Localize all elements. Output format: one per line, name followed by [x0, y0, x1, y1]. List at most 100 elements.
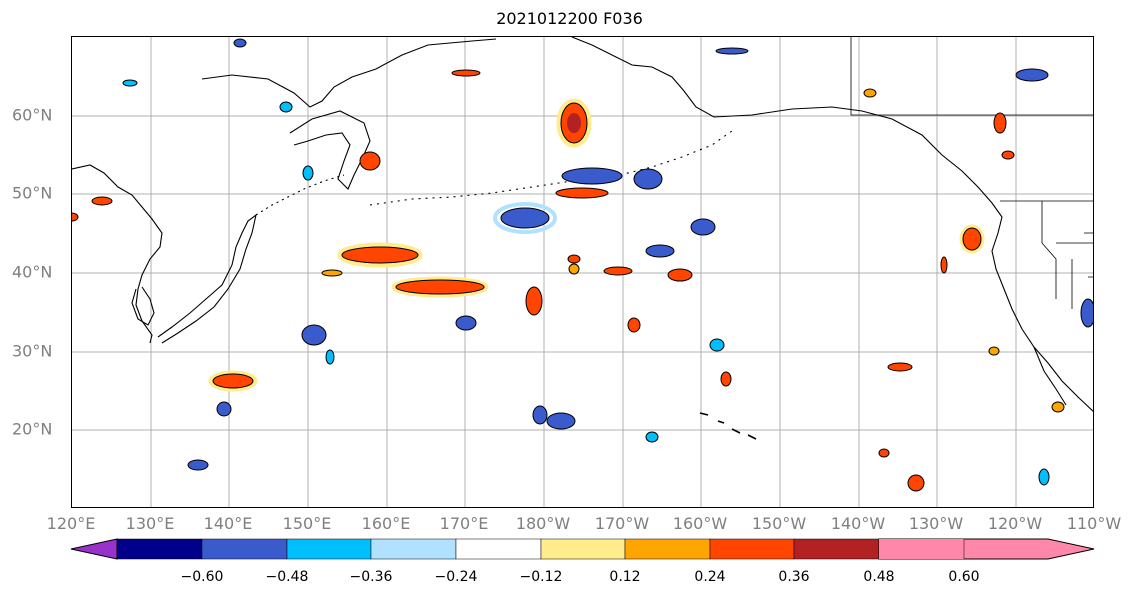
colorbar-tick-label: 0.48 [863, 569, 895, 585]
positive-anomaly-blob [1051, 401, 1065, 413]
positive-anomaly-blob [667, 268, 693, 282]
gulf-of-california [1033, 346, 1067, 406]
lon-label: 150°W [751, 514, 807, 533]
map-canvas [72, 37, 1093, 507]
negative-anomaly-blob [233, 38, 247, 48]
positive-anomaly-blob [603, 266, 633, 276]
positive-anomaly-blob [556, 98, 592, 148]
negative-anomaly-blob [216, 401, 232, 417]
negative-anomaly-blob [645, 244, 675, 258]
positive-anomaly-blob [555, 187, 609, 199]
lon-label: 110°W [1066, 514, 1122, 533]
positive-anomaly-blob [627, 317, 641, 333]
lat-label-50n: 50°N [12, 183, 53, 203]
colorbar-segment [370, 538, 457, 560]
colorbar-segment [624, 538, 711, 560]
alaska-canada-border [850, 37, 1093, 116]
lon-label: 160°W [672, 514, 728, 533]
positive-anomaly-blob [208, 370, 258, 392]
lat-label-30n: 30°N [12, 341, 53, 361]
positive-anomaly-blob [907, 474, 925, 492]
coastlines [72, 37, 1093, 440]
negative-anomaly-blob [532, 405, 548, 425]
positive-anomaly-blob [720, 371, 732, 387]
kuril-islands [255, 174, 345, 216]
colorbar-tick-label: −0.48 [265, 569, 309, 585]
positive-anomaly-blob [988, 346, 1000, 356]
colorbar-tick-label: −0.12 [519, 569, 563, 585]
kamchatka-coastline [289, 110, 371, 190]
negative-anomaly-blob [1080, 298, 1093, 328]
negative-anomaly-blob [279, 101, 293, 113]
positive-anomaly-blob [337, 242, 423, 268]
lon-label: 170°W [594, 514, 650, 533]
negative-anomaly-blob [715, 47, 749, 55]
colorbar-segment [879, 539, 964, 559]
positive-anomaly-blob [1001, 150, 1015, 160]
lon-label: 120°E [46, 514, 96, 533]
positive-anomaly-blob [321, 269, 343, 277]
negative-anomaly-blob [561, 167, 623, 185]
positive-anomaly-blob [451, 69, 481, 77]
lon-label: 180°W [515, 514, 571, 533]
lat-label-20n: 20°N [12, 419, 53, 439]
north-america-west-coast [991, 202, 1093, 412]
map-panel [71, 36, 1094, 508]
lon-label: 160°E [361, 514, 411, 533]
lat-label-60n: 60°N [12, 105, 53, 125]
negative-anomaly-blob [633, 168, 663, 190]
negative-anomaly-blob [709, 338, 725, 352]
lon-label: 120°W [987, 514, 1043, 533]
colorbar-segment [540, 538, 626, 560]
negative-anomaly-blob [493, 202, 557, 234]
colorbar-segment [286, 538, 372, 560]
korea-coastline [131, 286, 155, 326]
lon-label: 130°E [125, 514, 175, 533]
negative-anomaly-blob [455, 315, 477, 331]
positive-anomaly-blob [940, 256, 948, 274]
positive-anomaly-blob [567, 113, 581, 133]
colorbar-tick-label: 0.60 [948, 569, 980, 585]
hawaii-islands [699, 412, 757, 440]
colorbar [70, 538, 1095, 560]
lon-label: 150°E [282, 514, 332, 533]
lon-label: 130°W [908, 514, 964, 533]
negative-anomaly-blob [546, 412, 576, 430]
negative-anomaly-blob [690, 218, 716, 236]
negative-anomaly-blob [187, 459, 209, 471]
lon-label: 140°E [203, 514, 253, 533]
colorbar-tick-label: −0.36 [349, 569, 393, 585]
colorbar-segment [116, 538, 203, 560]
negative-anomaly-blob [122, 79, 138, 87]
colorbar-segment [709, 538, 795, 560]
positive-anomaly-blob [359, 151, 381, 171]
asia-coastline [72, 164, 163, 344]
colorbar-tick-label: −0.60 [180, 569, 224, 585]
positive-anomaly-blob [91, 196, 113, 206]
positive-anomaly-blob [887, 362, 913, 372]
negative-anomaly-areas [122, 38, 1093, 486]
positive-anomaly-blob [878, 448, 890, 458]
japan-coastline [157, 213, 257, 344]
colorbar-segment [201, 538, 288, 560]
plot-title: 2021012200 F036 [496, 9, 643, 28]
positive-anomaly-blob [341, 246, 419, 264]
negative-anomaly-blob [1015, 68, 1049, 82]
negative-anomaly-blob [500, 207, 550, 229]
alaska-coastline [571, 37, 993, 204]
positive-anomaly-blob [72, 212, 79, 222]
colorbar-extend-left [70, 538, 118, 560]
positive-anomaly-blob [959, 224, 985, 254]
positive-anomaly-blob [993, 112, 1007, 134]
positive-anomaly-blob [962, 227, 982, 251]
positive-anomaly-blob [212, 373, 254, 389]
positive-anomaly-blob [525, 286, 543, 316]
lon-label: 140°W [830, 514, 886, 533]
positive-anomaly-blob [395, 279, 485, 295]
positive-anomaly-blob [567, 254, 581, 264]
colorbar-segment [455, 538, 542, 560]
negative-anomaly-blob [301, 324, 327, 346]
colorbar-tick-label: 0.12 [609, 569, 641, 585]
siberia-coastline [201, 38, 497, 108]
negative-anomaly-blob [645, 431, 659, 443]
